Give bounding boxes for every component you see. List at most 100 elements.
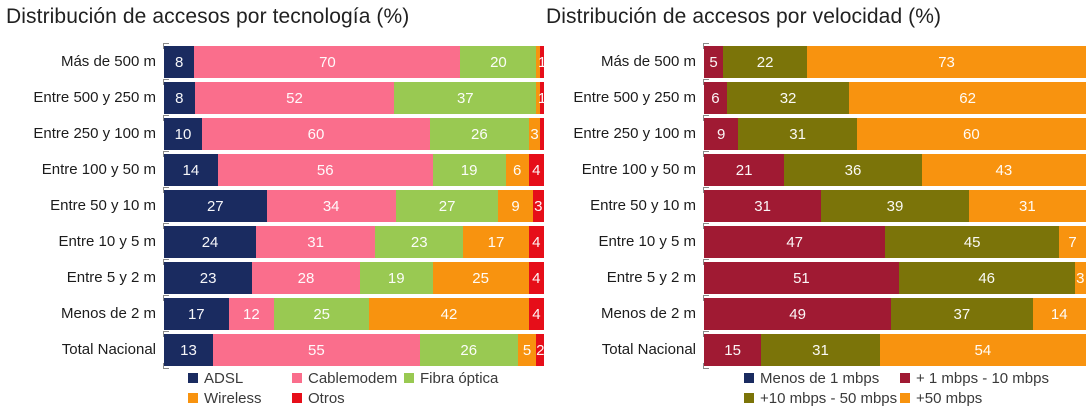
legend-swatch-icon	[292, 373, 302, 383]
legend-swatch-icon	[744, 393, 754, 403]
bar-segment-fibra-ptica: 37	[394, 82, 537, 114]
category-label: Menos de 2 m	[60, 305, 156, 322]
bar-value-label: 25	[313, 305, 331, 323]
bar-segment-adsl: 23	[164, 262, 253, 294]
legend-label: +10 mbps - 50 mbps	[760, 389, 898, 407]
bar-value-label: 56	[316, 161, 334, 179]
bar-value-label: 37	[953, 305, 971, 323]
bar-value-label: 70	[319, 53, 336, 71]
bar-segment-otros: 4	[528, 298, 544, 330]
bar-segment-otros: 1	[538, 82, 546, 114]
bar-value-label: 1	[537, 53, 547, 71]
legend-item-adsl: ADSL	[188, 369, 292, 387]
bar-value-label: 23	[410, 233, 428, 251]
bar-segment-wireless: 6	[505, 154, 529, 186]
legend-swatch-icon	[188, 373, 198, 383]
bar-row-entre-10-y-5-m: Entre 10 y 5 m 24 31 23 17 4	[6, 223, 544, 258]
bar-segment-cablemodem: 55	[212, 334, 420, 366]
bar-row-entre-250-y-100-m: Entre 250 y 100 m 9 31 60	[546, 115, 1086, 150]
bar-track: 14 56 19 6 4	[163, 151, 544, 186]
bar-value-label: 34	[322, 197, 340, 215]
bar-value-label: 9	[717, 125, 726, 143]
bar-row-entre-100-y-50-m: Entre 100 y 50 m 14 56 19 6 4	[6, 151, 544, 186]
bar-segment-cablemodem: 28	[252, 262, 360, 294]
bar-value-label: 6	[512, 161, 522, 179]
bar-track: 8 52 37 1	[163, 79, 546, 114]
bar-segment-wireless: 5	[517, 334, 537, 366]
chart-title-tecnologia: Distribución de accesos por tecnología (…	[6, 5, 410, 28]
bar-segment-fibra-ptica: 20	[460, 46, 537, 78]
legend-item-1-mbps-10-mbps: + 1 mbps - 10 mbps	[900, 369, 1049, 387]
bar-segment-50-mbps: 43	[921, 154, 1086, 186]
bar-segment-wireless: 3	[528, 118, 541, 150]
bar-row-entre-10-y-5-m: Entre 10 y 5 m 47 45 7	[546, 223, 1087, 258]
bar-track: 21 36 43	[703, 151, 1086, 186]
bar-row-entre-500-y-250-m: Entre 500 y 250 m 8 52 37 1	[6, 79, 546, 114]
bar-segment-adsl: 13	[164, 334, 213, 366]
bar-value-label: 7	[1068, 233, 1077, 251]
bar-value-label: 73	[938, 53, 955, 71]
bar-segment-otros: 2	[536, 334, 544, 366]
bar-segment-cablemodem: 56	[217, 154, 433, 186]
bar-segment-wireless: 17	[463, 226, 529, 258]
bar-row-m-s-de-500-m: Más de 500 m 8 70 20 1	[6, 43, 547, 78]
bar-segment-1-mbps-10-mbps: 49	[704, 298, 892, 330]
bar-segment-otros: 1	[537, 46, 547, 78]
bar-value-label: 46	[978, 269, 996, 287]
bar-value-label: 31	[1019, 197, 1036, 215]
bar-value-label: 14	[182, 161, 200, 179]
legend-swatch-icon	[900, 393, 910, 403]
legend-label: Wireless	[204, 389, 262, 407]
plot-area-velocidad: Más de 500 m 5 22 73 Entre 500 y 250 m 6 32 62 E…	[546, 43, 1087, 370]
bar-segment-1-mbps-10-mbps: 31	[704, 190, 822, 222]
bar-value-label: 27	[438, 197, 456, 215]
bar-value-label: 4	[532, 233, 541, 251]
bar-value-label: 5	[522, 341, 532, 359]
bar-segment-otros: 3	[532, 190, 544, 222]
bar-value-label: 26	[471, 125, 488, 143]
bar-value-label: 10	[174, 125, 192, 143]
bar-segment-cablemodem: 70	[194, 46, 461, 78]
legend-label: Cablemodem	[308, 369, 398, 387]
bar-segment-50-mbps: 7	[1059, 226, 1087, 258]
bar-segment-cablemodem: 12	[228, 298, 275, 330]
bar-value-label: 31	[789, 125, 806, 143]
bar-row-total-nacional: Total Nacional 15 31 54	[546, 331, 1086, 369]
legend-swatch-icon	[744, 373, 754, 383]
bar-segment-1-mbps-10-mbps: 5	[704, 46, 724, 78]
legend-label: Menos de 1 mbps	[760, 369, 880, 387]
bar-value-label: 24	[201, 233, 219, 251]
bar-track: 23 28 19 25 4	[163, 259, 544, 294]
bar-value-label: 62	[959, 89, 976, 107]
bar-value-label: 6	[711, 89, 720, 107]
bar-segment-10-mbps-50-mbps: 32	[726, 82, 850, 114]
bar-segment-1-mbps-10-mbps: 21	[704, 154, 785, 186]
bar-row-entre-100-y-50-m: Entre 100 y 50 m 21 36 43	[546, 151, 1086, 186]
bar-segment-10-mbps-50-mbps: 36	[784, 154, 922, 186]
bar-segment-otros	[540, 118, 544, 150]
bar-segment-adsl: 24	[164, 226, 257, 258]
bar-segment-1-mbps-10-mbps: 15	[704, 334, 762, 366]
bar-value-label: 17	[487, 233, 505, 251]
legend-swatch-icon	[292, 393, 302, 403]
bar-value-label: 26	[460, 341, 478, 359]
bar-value-label: 39	[886, 197, 904, 215]
bar-segment-1-mbps-10-mbps: 47	[704, 226, 886, 258]
bar-value-label: 27	[206, 197, 224, 215]
bar-track: 9 31 60	[703, 115, 1086, 150]
bar-row-entre-250-y-100-m: Entre 250 y 100 m 10 60 26 3	[6, 115, 544, 150]
bar-track: 49 37 14	[703, 295, 1087, 330]
bar-value-label: 19	[387, 269, 405, 287]
bar-value-label: 4	[532, 161, 541, 179]
bar-track: 31 39 31	[703, 187, 1086, 222]
category-label: Total Nacional	[61, 341, 156, 358]
bar-value-label: 8	[175, 89, 184, 107]
bar-segment-50-mbps: 62	[849, 82, 1086, 114]
bar-value-label: 17	[187, 305, 205, 323]
bar-segment-1-mbps-10-mbps: 6	[704, 82, 727, 114]
bar-value-label: 60	[963, 125, 980, 143]
category-label: Entre 250 y 100 m	[573, 125, 696, 142]
bar-segment-10-mbps-50-mbps: 31	[738, 118, 857, 150]
category-label: Entre 250 y 100 m	[33, 125, 156, 142]
bar-value-label: 25	[472, 269, 489, 287]
